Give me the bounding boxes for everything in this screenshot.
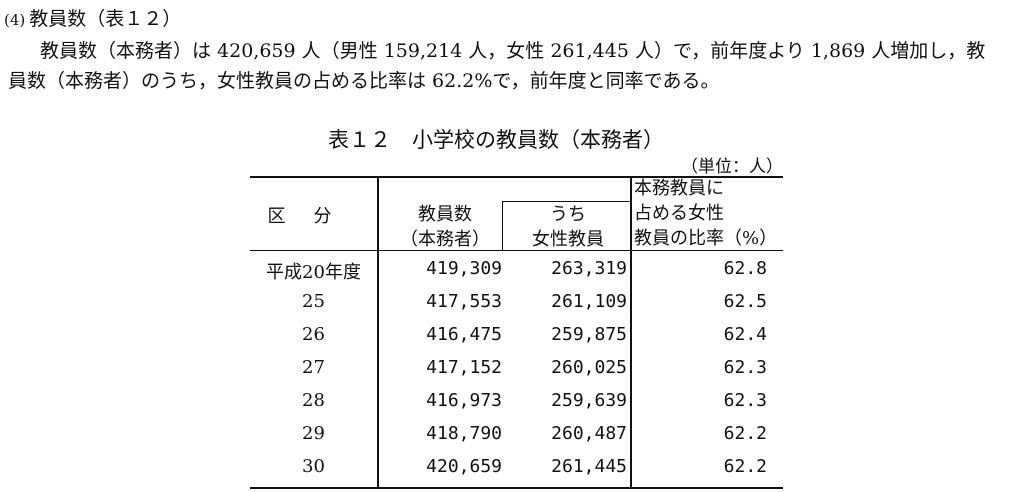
cell-female: 261,445 — [551, 456, 627, 477]
cell-total: 417,553 — [426, 291, 502, 312]
cell-ratio: 62.2 — [723, 423, 767, 444]
table-row: 28 416,973 259,639 62.3 — [250, 386, 783, 419]
header-total: 教員数 （本務者） — [390, 202, 500, 252]
cell-year: 30 — [302, 456, 325, 477]
header-ratio-line3: 教員の比率（%） — [634, 228, 778, 249]
cell-total: 416,973 — [426, 390, 502, 411]
cell-year: 27 — [302, 357, 325, 378]
cell-ratio: 62.3 — [723, 390, 767, 411]
cell-total: 417,152 — [426, 357, 502, 378]
header-ratio-line1: 本務教員に — [634, 178, 724, 199]
header-rule — [250, 250, 783, 251]
header-total-line1: 教員数 — [418, 204, 472, 225]
cell-ratio: 62.2 — [723, 456, 767, 477]
column-divider-category — [377, 176, 379, 488]
cell-female: 260,025 — [551, 357, 627, 378]
cell-ratio: 62.3 — [723, 357, 767, 378]
cell-female: 259,639 — [551, 390, 627, 411]
cell-ratio: 62.8 — [723, 258, 767, 279]
cell-female: 260,487 — [551, 423, 627, 444]
table-row: 29 418,790 260,487 62.2 — [250, 419, 783, 452]
cell-female: 263,319 — [551, 258, 627, 279]
table-row: 25 417,553 261,109 62.5 — [250, 287, 783, 320]
summary-paragraph: 教員数（本務者）は 420,659 人（男性 159,214 人，女性 261,… — [8, 36, 1014, 96]
header-ratio-line2: 占める女性 — [634, 203, 724, 224]
section-heading: (4) 教員数（表１２） — [4, 4, 181, 31]
cell-female: 261,109 — [551, 291, 627, 312]
teachers-table: 区分 教員数 （本務者） うち 女性教員 本務教員に 占める女性 教員の比率（%… — [250, 176, 783, 489]
cell-year: 26 — [302, 324, 325, 345]
table-caption: 表１２ 小学校の教員数（本務者） — [328, 128, 664, 152]
section-number: (4) — [4, 11, 26, 29]
female-subheader-box — [502, 201, 631, 250]
cell-total: 420,659 — [426, 456, 502, 477]
table-body: 平成20年度 419,309 263,319 62.8 25 417,553 2… — [250, 254, 783, 485]
header-female-line2: 女性教員 — [532, 229, 604, 250]
column-divider-ratio — [630, 176, 632, 488]
table-row: 30 420,659 261,445 62.2 — [250, 452, 783, 485]
header-female: うち 女性教員 — [506, 202, 630, 252]
header-total-line2: （本務者） — [400, 229, 490, 250]
header-female-line1: うち — [550, 204, 586, 225]
cell-year: 28 — [302, 390, 325, 411]
table-row: 平成20年度 419,309 263,319 62.8 — [250, 254, 783, 287]
cell-ratio: 62.5 — [723, 291, 767, 312]
cell-total: 418,790 — [426, 423, 502, 444]
cell-year: 29 — [302, 423, 325, 444]
cell-total: 419,309 — [426, 258, 502, 279]
cell-ratio: 62.4 — [723, 324, 767, 345]
table-row: 26 416,475 259,875 62.4 — [250, 320, 783, 353]
cell-year: 25 — [302, 291, 325, 312]
cell-female: 259,875 — [551, 324, 627, 345]
paragraph-line-2: 員数（本務者）のうち，女性教員の占める比率は 62.2%で，前年度と同率である。 — [8, 70, 720, 92]
section-title: 教員数（表１２） — [29, 8, 182, 30]
cell-total: 416,475 — [426, 324, 502, 345]
header-ratio: 本務教員に 占める女性 教員の比率（%） — [634, 176, 786, 251]
table-row: 27 417,152 260,025 62.3 — [250, 353, 783, 386]
cell-year: 平成20年度 — [266, 262, 361, 283]
table-bottom-rule — [250, 487, 783, 489]
header-category: 区分 — [267, 206, 360, 227]
paragraph-line-1: 教員数（本務者）は 420,659 人（男性 159,214 人，女性 261,… — [40, 40, 986, 62]
table-top-rule — [250, 176, 783, 178]
table-unit: （単位：人） — [681, 157, 783, 177]
